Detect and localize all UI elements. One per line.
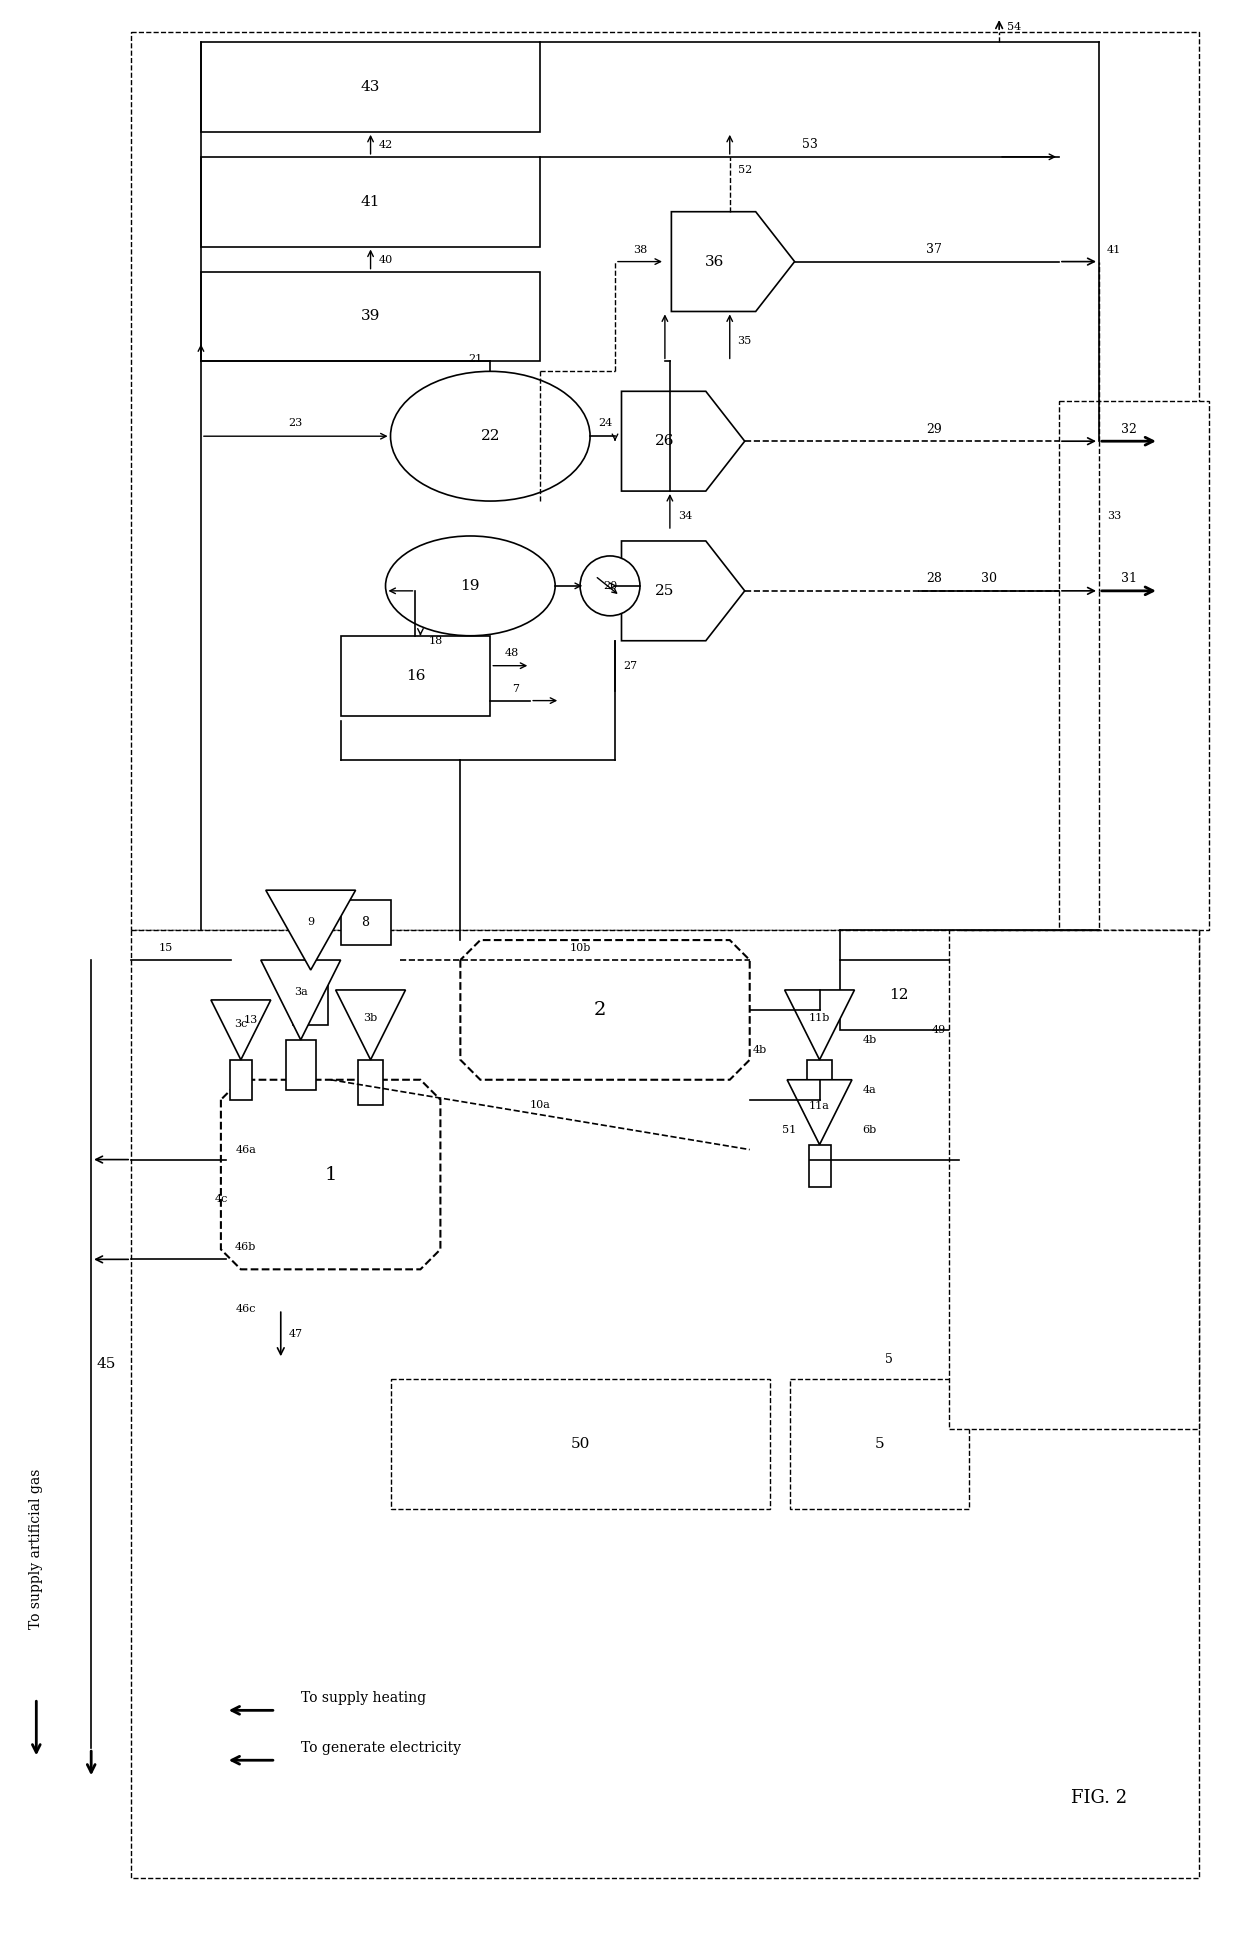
Text: 4b: 4b: [862, 1034, 877, 1044]
Text: 48: 48: [505, 647, 520, 657]
Text: 3c: 3c: [234, 1019, 248, 1028]
Bar: [201, 157, 541, 247]
Text: 52: 52: [738, 165, 751, 175]
Text: 41: 41: [361, 194, 381, 208]
Text: 46c: 46c: [236, 1304, 257, 1314]
Bar: [341, 900, 391, 945]
Text: 36: 36: [706, 255, 724, 268]
Bar: [808, 1145, 831, 1186]
Text: 34: 34: [678, 511, 692, 521]
Text: 40: 40: [378, 255, 393, 264]
Bar: [807, 1059, 832, 1104]
Text: 46a: 46a: [236, 1145, 257, 1155]
Bar: [131, 33, 1199, 929]
Polygon shape: [785, 989, 854, 1059]
Bar: [839, 960, 960, 1030]
Text: 49: 49: [932, 1024, 946, 1034]
Text: 23: 23: [289, 418, 303, 428]
Text: 42: 42: [378, 140, 393, 150]
Text: 35: 35: [738, 336, 751, 346]
Ellipse shape: [391, 371, 590, 502]
Text: 10b: 10b: [569, 943, 590, 953]
Text: FIG. 2: FIG. 2: [1071, 1788, 1127, 1808]
Text: 43: 43: [361, 80, 381, 93]
Polygon shape: [621, 391, 745, 492]
Text: 18: 18: [428, 636, 443, 645]
Ellipse shape: [386, 537, 556, 636]
Text: 21: 21: [469, 354, 482, 364]
Text: 50: 50: [570, 1437, 590, 1450]
Text: To supply artificial gas: To supply artificial gas: [30, 1468, 43, 1629]
Polygon shape: [221, 1079, 440, 1269]
Text: To supply heating: To supply heating: [301, 1691, 425, 1705]
Bar: [131, 929, 1199, 1878]
Text: 38: 38: [632, 245, 647, 255]
Text: 20: 20: [603, 581, 618, 591]
Polygon shape: [460, 941, 750, 1079]
Text: 47: 47: [289, 1330, 303, 1339]
Text: 11b: 11b: [808, 1013, 831, 1023]
Bar: [790, 1378, 970, 1509]
Text: 5: 5: [874, 1437, 884, 1450]
Polygon shape: [787, 1079, 852, 1145]
Text: 15: 15: [159, 943, 174, 953]
Text: 26: 26: [655, 434, 675, 449]
Text: 32: 32: [1121, 422, 1137, 435]
Polygon shape: [621, 540, 745, 642]
Text: 54: 54: [1007, 21, 1022, 33]
Text: 45: 45: [97, 1357, 115, 1371]
Text: 41: 41: [1107, 245, 1121, 255]
Text: 16: 16: [405, 669, 425, 682]
Text: 53: 53: [801, 138, 817, 152]
Bar: [293, 970, 329, 1024]
Bar: [358, 1059, 383, 1104]
Text: 2: 2: [594, 1001, 606, 1019]
Bar: [201, 43, 541, 132]
Bar: [201, 272, 541, 362]
Text: 27: 27: [622, 661, 637, 671]
Text: 8: 8: [362, 916, 370, 929]
Bar: [1059, 400, 1209, 929]
Polygon shape: [671, 212, 795, 311]
Text: 30: 30: [981, 572, 997, 585]
Text: 28: 28: [926, 572, 942, 585]
Text: 4a: 4a: [863, 1085, 877, 1094]
Text: To generate electricity: To generate electricity: [301, 1742, 461, 1755]
Text: 4b: 4b: [753, 1044, 766, 1056]
Polygon shape: [336, 989, 405, 1059]
Polygon shape: [265, 890, 356, 970]
Text: 11a: 11a: [810, 1100, 830, 1110]
Bar: [229, 1059, 252, 1100]
Text: 3a: 3a: [294, 988, 308, 997]
Text: 4c: 4c: [215, 1194, 228, 1205]
Bar: [341, 636, 490, 715]
Circle shape: [580, 556, 640, 616]
Text: 37: 37: [926, 243, 942, 257]
Text: 51: 51: [782, 1126, 797, 1135]
Text: 6b: 6b: [862, 1126, 877, 1135]
Text: 31: 31: [1121, 572, 1137, 585]
Text: 12: 12: [889, 988, 909, 1001]
Text: 13: 13: [244, 1015, 258, 1024]
Text: 3b: 3b: [363, 1013, 378, 1023]
Text: 22: 22: [481, 430, 500, 443]
Text: 39: 39: [361, 309, 381, 323]
Text: 1: 1: [325, 1166, 337, 1184]
Text: 29: 29: [926, 422, 942, 435]
Polygon shape: [211, 999, 270, 1059]
Text: 10a: 10a: [529, 1100, 551, 1110]
Text: 7: 7: [512, 684, 518, 694]
Bar: [950, 929, 1199, 1429]
Bar: [285, 1040, 316, 1091]
Polygon shape: [260, 960, 341, 1040]
Text: 33: 33: [1107, 511, 1121, 521]
Text: 25: 25: [655, 583, 675, 599]
Bar: [391, 1378, 770, 1509]
Text: 24: 24: [598, 418, 613, 428]
Text: 19: 19: [460, 579, 480, 593]
Text: 9: 9: [308, 918, 314, 927]
Text: 46b: 46b: [236, 1242, 257, 1252]
Text: 5: 5: [885, 1353, 893, 1365]
